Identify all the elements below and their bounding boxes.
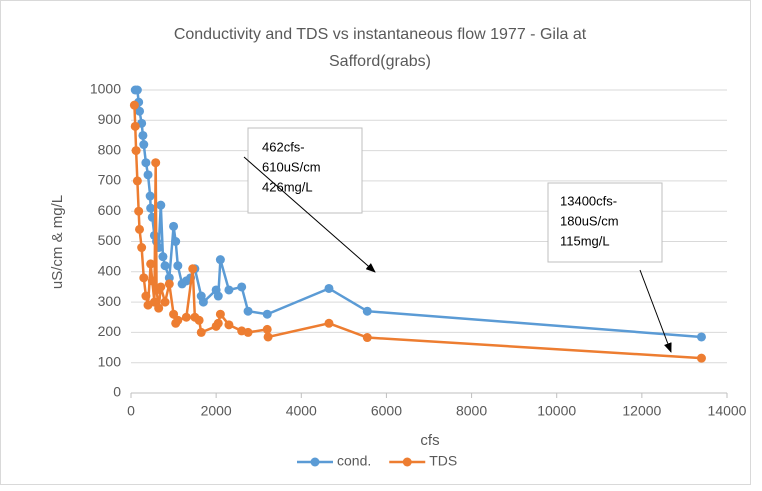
annotation-box [547, 182, 663, 263]
data-point [243, 327, 253, 337]
data-point [138, 130, 148, 140]
data-point [213, 291, 223, 301]
y-tick-label: 400 [98, 263, 122, 279]
data-point [696, 332, 706, 342]
data-point [262, 309, 272, 319]
x-tick-label: 4000 [286, 403, 317, 419]
data-point [173, 315, 183, 325]
legend-marker [310, 457, 320, 467]
data-point [141, 158, 151, 168]
y-tick-label: 300 [98, 293, 122, 309]
y-tick-label: 700 [98, 172, 122, 188]
data-point [243, 306, 253, 316]
annotation: 462cfs- 610uS/cm 426mg/L [243, 127, 376, 273]
annotation-arrow [639, 269, 672, 353]
data-point [139, 273, 149, 283]
data-point [131, 146, 141, 156]
data-point [215, 255, 225, 265]
data-point [215, 309, 225, 319]
data-point [134, 206, 144, 216]
annotation: 13400cfs- 180uS/cm 115mg/L [547, 182, 672, 353]
data-point [237, 282, 247, 292]
y-tick-label: 900 [98, 111, 122, 127]
annotation-arrow [243, 156, 376, 273]
x-tick-label: 6000 [371, 403, 402, 419]
y-tick-label: 600 [98, 202, 122, 218]
data-point [169, 221, 179, 231]
data-point [196, 327, 206, 337]
data-point [173, 261, 183, 271]
y-tick-label: 800 [98, 141, 122, 157]
data-point [224, 285, 234, 295]
y-tick-label: 200 [98, 323, 122, 339]
data-point [141, 291, 151, 301]
x-tick-label: 2000 [201, 403, 232, 419]
data-point [324, 318, 334, 328]
x-tick-label: 10000 [537, 403, 576, 419]
y-tick-label: 1000 [90, 81, 121, 97]
chart-title: Conductivity and TDS vs instantaneous fl… [174, 26, 587, 43]
data-point [146, 203, 156, 213]
legend-marker [402, 457, 412, 467]
data-point [139, 140, 149, 150]
data-point [156, 282, 166, 292]
data-point [224, 320, 234, 330]
annotation-text: 180uS/cm [560, 213, 619, 228]
data-point [132, 85, 142, 95]
data-point [262, 324, 272, 334]
x-tick-label: 0 [127, 403, 135, 419]
y-tick-label: 500 [98, 232, 122, 248]
annotation-text: 13400cfs- [560, 193, 617, 208]
data-point [696, 353, 706, 363]
annotation-text: 610uS/cm [262, 159, 321, 174]
legend-label: cond. [337, 453, 371, 469]
data-point [362, 306, 372, 316]
chart-title: Safford(grabs) [329, 53, 431, 70]
x-tick-label: 14000 [708, 403, 747, 419]
y-tick-label: 100 [98, 353, 122, 369]
data-point [213, 318, 223, 328]
data-point [171, 237, 181, 246]
y-tick-label: 0 [113, 384, 121, 400]
data-point [181, 312, 191, 322]
data-point [130, 121, 140, 131]
data-point [156, 200, 166, 210]
x-tick-label: 8000 [456, 403, 487, 419]
x-axis-label: cfs [420, 432, 439, 449]
data-point [263, 332, 273, 342]
data-point [188, 264, 198, 274]
data-point [147, 276, 157, 286]
data-point [143, 170, 153, 180]
data-point [160, 297, 170, 307]
data-point [362, 333, 372, 343]
data-point [135, 106, 145, 116]
data-point [129, 100, 139, 110]
annotation-box [247, 127, 363, 214]
data-point [151, 158, 161, 168]
legend-label: TDS [429, 453, 457, 469]
data-point [198, 297, 208, 307]
data-point [154, 303, 164, 313]
y-axis-label: uS/cm & mg/L [49, 195, 66, 289]
data-point [164, 279, 174, 289]
data-point [145, 191, 155, 201]
data-point [160, 261, 170, 271]
data-point [135, 224, 145, 234]
data-point [137, 243, 147, 253]
data-point [146, 259, 156, 269]
data-point [324, 283, 334, 293]
data-point [194, 315, 204, 325]
annotation-text: 115mg/L [560, 233, 610, 248]
annotation-text: 462cfs- [262, 139, 305, 154]
x-tick-label: 12000 [622, 403, 661, 419]
data-point [158, 252, 168, 262]
annotation-text: 426mg/L [262, 179, 313, 194]
data-point [132, 176, 142, 186]
